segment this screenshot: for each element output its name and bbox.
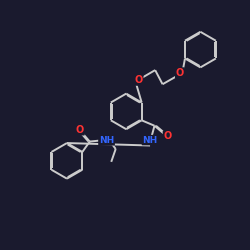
Text: O: O — [164, 131, 172, 141]
Text: NH: NH — [142, 136, 158, 144]
Text: O: O — [176, 68, 184, 78]
Text: O: O — [76, 125, 84, 135]
Text: O: O — [134, 75, 143, 85]
Text: NH: NH — [99, 136, 114, 145]
